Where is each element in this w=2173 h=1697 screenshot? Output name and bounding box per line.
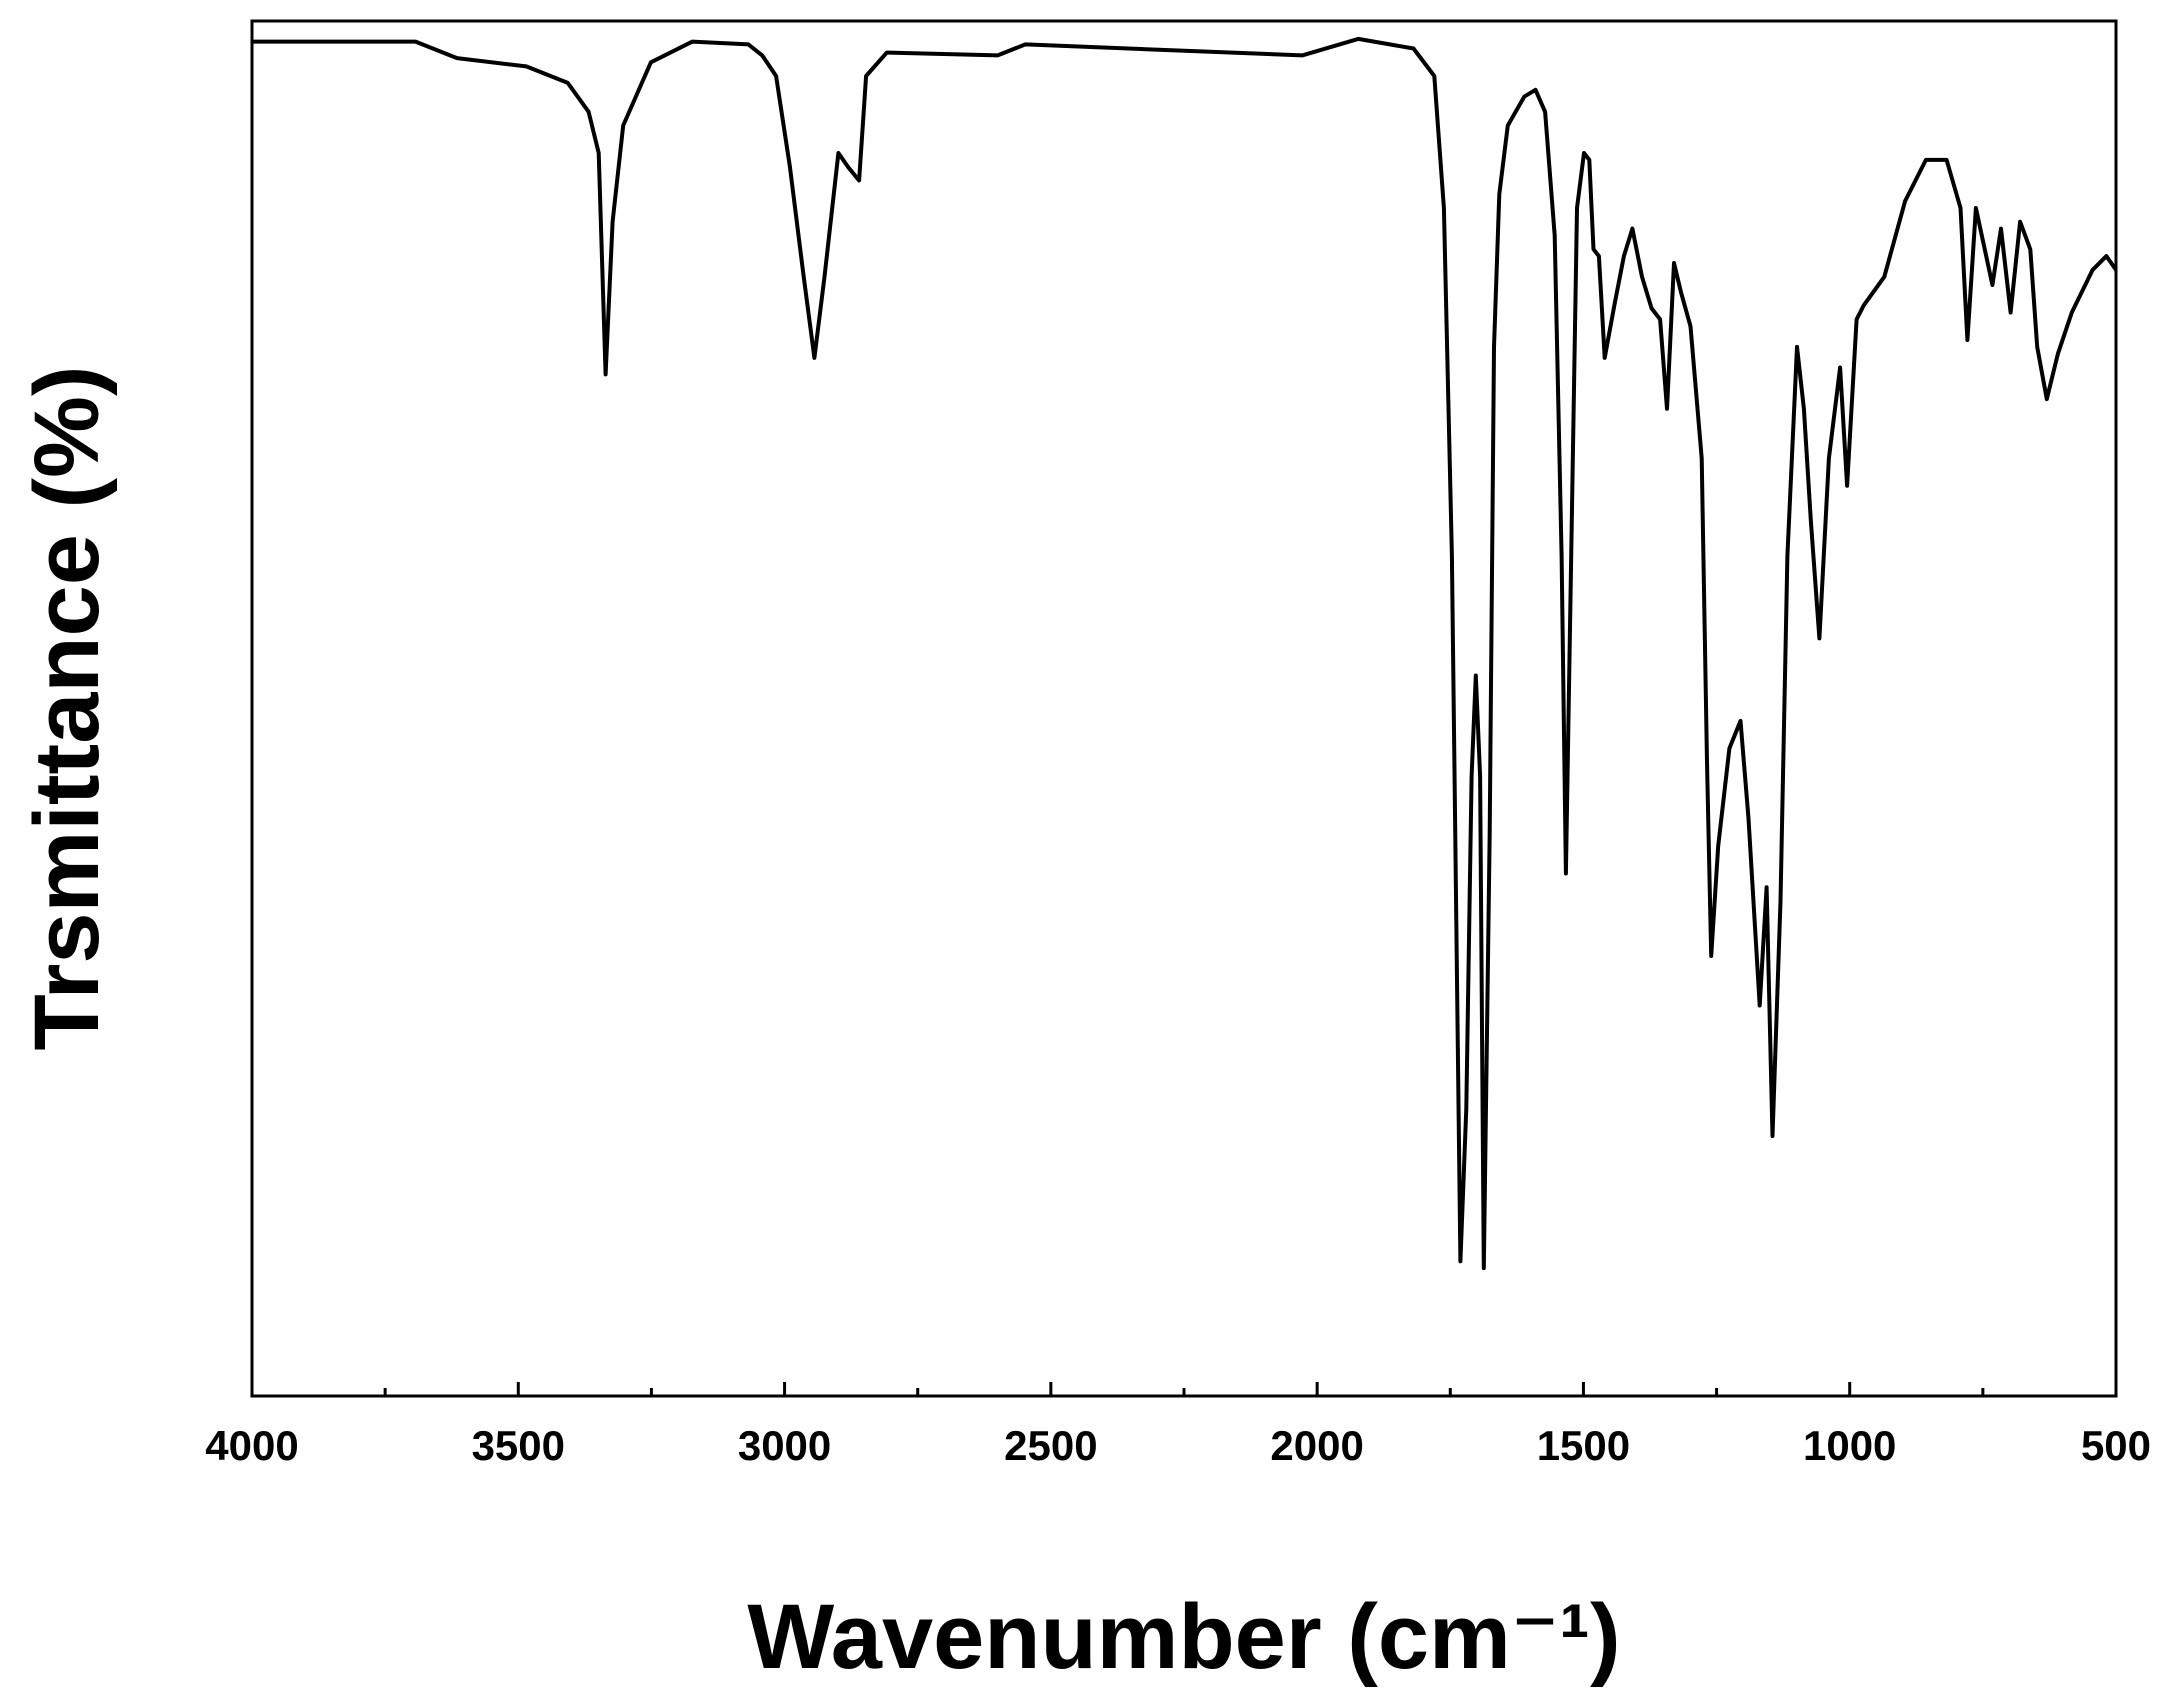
spectrum-line: [252, 36, 2118, 1271]
x-tick-label: 4000: [205, 1422, 298, 1469]
x-tick-label: 2500: [1004, 1422, 1097, 1469]
y-axis-label: Trsmittance (%): [16, 365, 118, 1050]
plot-frame: [250, 19, 2118, 1398]
x-tick-label: 2000: [1270, 1422, 1363, 1469]
x-tick-label: 1000: [1803, 1422, 1896, 1469]
x-tick-label: 500: [2081, 1422, 2151, 1469]
x-tick-label: 3000: [738, 1422, 831, 1469]
x-axis-label: Wavenumber (cm⁻¹): [747, 1586, 1620, 1688]
x-tick-label: 3500: [472, 1422, 565, 1469]
x-tick-label: 1500: [1537, 1422, 1630, 1469]
